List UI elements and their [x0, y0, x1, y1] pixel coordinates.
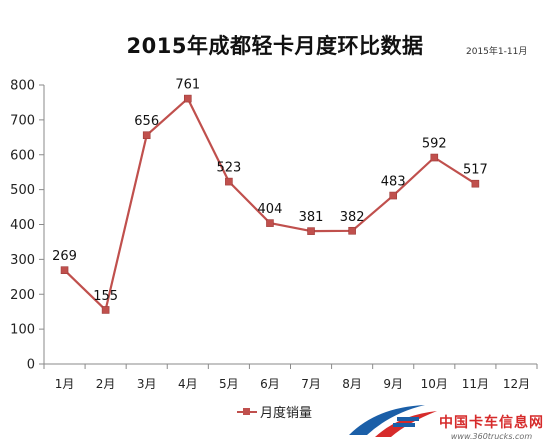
- data-label: 761: [175, 78, 200, 93]
- data-label: 656: [134, 114, 159, 129]
- x-tick-label: 9月: [383, 377, 403, 391]
- x-tick-label: 8月: [342, 377, 362, 391]
- y-tick-label: 600: [10, 148, 35, 163]
- x-tick-label: 7月: [301, 377, 321, 391]
- data-label: 523: [216, 161, 241, 176]
- data-point: [348, 226, 356, 235]
- data-point: [471, 179, 480, 188]
- data-point: [101, 306, 110, 314]
- y-tick-label: 0: [27, 358, 35, 373]
- watermark: 中国卡车信息网 www.360trucks.com: [347, 401, 544, 441]
- x-tick-label: 4月: [178, 377, 198, 391]
- data-label: 381: [299, 210, 324, 225]
- data-point: [266, 219, 274, 227]
- legend-label: 月度销量: [260, 406, 313, 421]
- chart-subtitle: 2015年1-11月: [466, 47, 528, 57]
- y-tick-label: 700: [10, 113, 35, 128]
- x-tick-label: 5月: [219, 377, 239, 391]
- x-tick-label: 6月: [260, 377, 280, 391]
- watermark-url: www.360trucks.com: [450, 432, 533, 441]
- y-tick-label: 500: [10, 183, 35, 198]
- legend-marker: [243, 407, 250, 415]
- data-label: 404: [258, 202, 283, 217]
- data-point: [60, 266, 69, 274]
- watermark-name: 中国卡车信息网: [439, 415, 544, 431]
- data-label: 269: [52, 249, 77, 264]
- truck-logo-icon: [349, 405, 437, 437]
- legend: 月度销量: [237, 402, 312, 421]
- data-label: 483: [381, 175, 406, 190]
- data-label: 382: [340, 210, 365, 225]
- x-tick-label: 3月: [137, 377, 157, 391]
- data-point: [307, 227, 315, 235]
- data-point: [183, 94, 192, 103]
- data-label: 592: [422, 137, 447, 152]
- y-tick-label: 200: [10, 288, 35, 303]
- data-point: [225, 177, 233, 186]
- data-label: 155: [93, 289, 118, 304]
- y-tick-label: 400: [10, 218, 35, 233]
- data-point: [430, 153, 439, 162]
- x-tick-label: 12月: [503, 377, 530, 391]
- y-tick-label: 100: [10, 323, 35, 338]
- legend-swatch: [237, 407, 257, 417]
- y-tick-label: 300: [10, 253, 35, 268]
- data-label: 517: [463, 163, 488, 178]
- x-tick-label: 1月: [55, 377, 75, 391]
- data-point: [389, 191, 398, 200]
- x-tick-label: 10月: [421, 377, 448, 391]
- x-tick-label: 11月: [462, 377, 489, 391]
- y-tick-label: 800: [10, 79, 35, 94]
- x-tick-label: 2月: [96, 377, 116, 391]
- chart-title: 2015年成都轻卡月度环比数据: [126, 34, 424, 58]
- data-point: [142, 131, 151, 140]
